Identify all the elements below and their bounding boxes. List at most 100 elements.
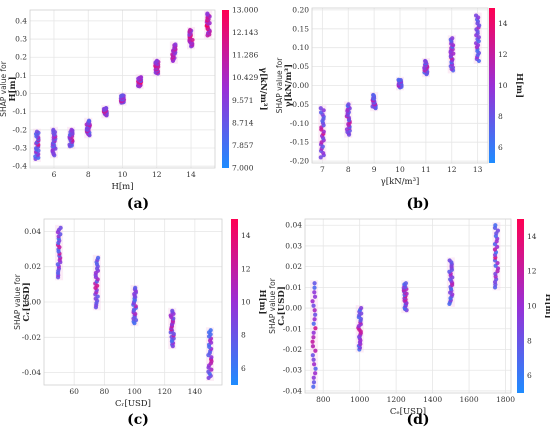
y-tick-label: 0.04 (285, 221, 302, 230)
x-tick-label: 6 (52, 170, 57, 179)
data-point (311, 357, 316, 362)
plot-frame (43, 218, 223, 386)
data-point (495, 266, 501, 271)
data-point (311, 375, 316, 380)
y-tick-label: -0.2 (13, 125, 28, 134)
point-cluster (168, 307, 177, 350)
data-point (318, 155, 323, 160)
data-point (310, 339, 315, 344)
x-tick-label: 1600 (460, 395, 479, 404)
data-point (58, 225, 63, 230)
data-point (173, 42, 178, 47)
point-cluster (492, 222, 501, 291)
data-point (318, 106, 323, 111)
colorbar-tick-label: 10 (241, 298, 251, 307)
point-cluster (84, 117, 93, 139)
data-point (311, 330, 316, 335)
y-tick-label: -0.10 (290, 119, 309, 128)
x-tick-label: 1400 (423, 395, 442, 404)
y-axis-label-line2: γ[kN/m³] (284, 64, 294, 107)
data-point (103, 105, 109, 111)
point-cluster (370, 91, 379, 112)
y-tick-label: -0.02 (22, 333, 41, 342)
data-point (205, 11, 210, 16)
colorbar-tick-label: 12 (498, 50, 508, 59)
colorbar-tick-label: 10.429 (232, 73, 258, 82)
data-point (371, 92, 376, 98)
data-point (313, 371, 318, 376)
data-point (69, 127, 74, 132)
colorbar (222, 10, 229, 168)
colorbar-tick-label: 12 (527, 267, 537, 276)
data-point (396, 77, 401, 82)
y-axis-label-line1: SHAP value for (268, 277, 277, 334)
point-cluster (49, 126, 58, 159)
x-tick-label: 10 (395, 165, 405, 174)
chart-panel-4: 800 1000 1200 1400 1600 1800 -0.04 -0.03 -0.02 -0… (268, 218, 550, 428)
y-tick-label: 0.02 (285, 262, 302, 271)
data-point (495, 228, 501, 233)
point-cluster (204, 10, 213, 39)
y-tick-label: 0.01 (285, 283, 302, 292)
colorbar (517, 219, 524, 393)
data-point (310, 299, 315, 304)
data-point (86, 118, 92, 123)
y-tick-label: 0.20 (292, 5, 309, 14)
data-point (311, 384, 316, 389)
point-cluster (310, 280, 319, 390)
x-tick-label: 10 (118, 170, 128, 179)
data-point (495, 260, 500, 266)
data-point (313, 312, 318, 317)
y-tick-label: -0.15 (290, 138, 309, 147)
point-cluster (169, 41, 178, 64)
point-cluster (401, 280, 410, 314)
data-point (208, 328, 213, 333)
colorbar-tick-label: 8 (527, 336, 532, 345)
data-point (34, 129, 40, 134)
point-cluster (130, 284, 139, 327)
colorbar-label: H[m] (257, 289, 267, 314)
data-point (154, 58, 160, 63)
data-point (312, 281, 317, 286)
y-tick-label: 0.0 (15, 89, 27, 98)
data-point (359, 305, 364, 311)
chart-panel-1: 6 8 10 12 14 -0.4 -0.3 -0.2 -0.1 0.0 0.1 0.2 0.3 0.4 1… (0, 6, 268, 213)
point-cluster (344, 101, 353, 138)
colorbar-tick-label: 14 (241, 231, 251, 240)
data-point (311, 380, 317, 385)
point-cluster (447, 35, 456, 74)
y-tick-label: 0.02 (24, 262, 41, 271)
colorbar-tick-label: 12 (241, 264, 251, 273)
data-point (493, 223, 498, 228)
y-tick-label: 0.04 (24, 227, 41, 236)
y-axis-label-line1: SHAP value for (13, 273, 22, 330)
point-cluster (355, 305, 364, 353)
data-point (138, 75, 144, 80)
x-axis-label: γ[kN/m³] (381, 177, 420, 187)
y-tick-label: 0.00 (24, 298, 41, 307)
colorbar-tick-label: 8 (241, 331, 246, 340)
data-point (311, 303, 316, 308)
colorbar (489, 8, 495, 163)
data-point (312, 294, 318, 299)
point-cluster (421, 57, 430, 78)
data-point (310, 353, 315, 358)
data-point (313, 366, 318, 371)
point-cluster (32, 128, 41, 162)
point-cluster (396, 76, 404, 91)
data-point (346, 102, 351, 107)
data-point (311, 335, 316, 340)
y-tick-label: 0.05 (292, 62, 309, 71)
data-point (120, 93, 125, 98)
y-axis-label-line2: H[m] (8, 76, 18, 101)
colorbar-label: γ[kN/m³] (258, 67, 268, 110)
x-tick-label: 100 (127, 387, 142, 396)
data-point (209, 355, 214, 360)
point-cluster (67, 126, 76, 150)
data-point (313, 348, 318, 353)
data-point (133, 285, 138, 290)
colorbar-tick-label: 6 (241, 364, 246, 373)
point-cluster (118, 92, 127, 106)
x-tick-label: 14 (186, 170, 196, 179)
y-tick-label: 0.2 (15, 53, 27, 62)
